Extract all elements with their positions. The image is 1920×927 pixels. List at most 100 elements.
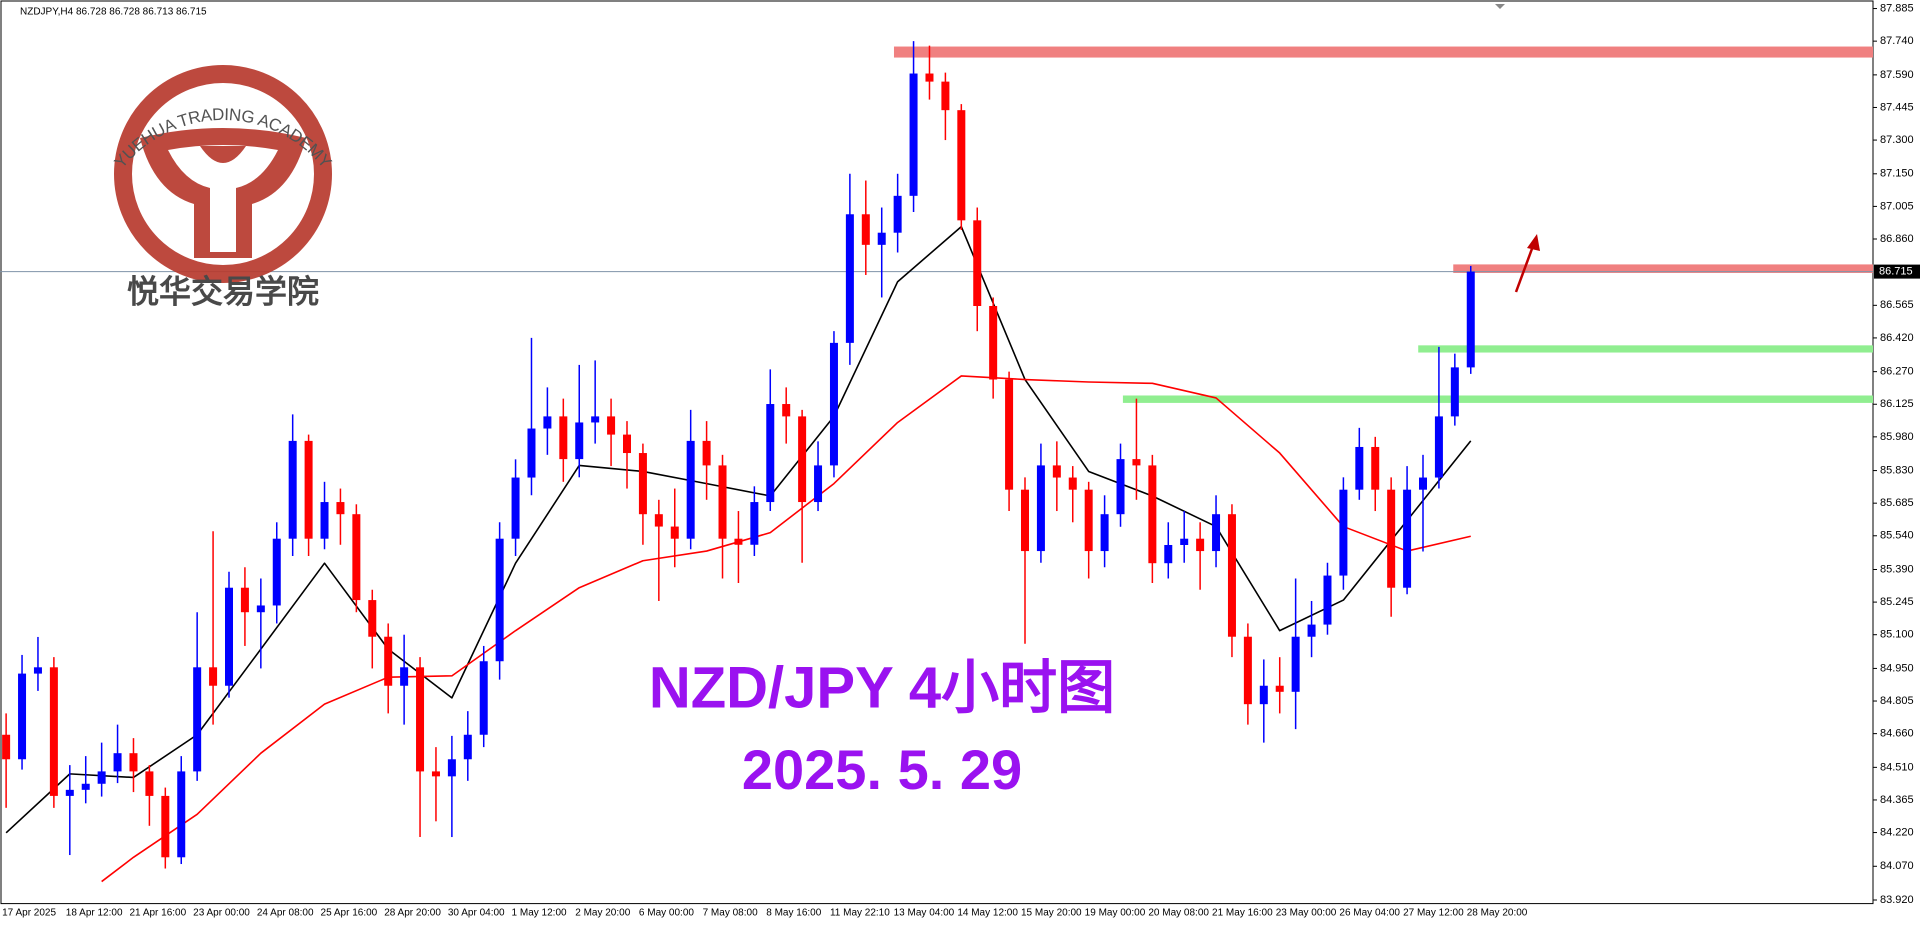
candle-body bbox=[1371, 446, 1380, 490]
current-price-label: 86.715 bbox=[1879, 266, 1913, 278]
candle-body bbox=[400, 667, 409, 686]
candle-body bbox=[2, 734, 11, 760]
y-tick-label: 86.860 bbox=[1880, 233, 1914, 245]
y-tick-label: 87.590 bbox=[1880, 69, 1914, 81]
y-tick-label: 85.685 bbox=[1880, 497, 1914, 509]
candle-body bbox=[463, 734, 472, 760]
candle-body bbox=[861, 214, 870, 245]
logo-chinese: 悦华交易学院 bbox=[127, 273, 319, 309]
logo-ring bbox=[114, 65, 332, 283]
chart-subtitle: 2025. 5. 29 bbox=[742, 738, 1022, 801]
candle-body bbox=[1259, 685, 1268, 705]
y-tick-label: 86.420 bbox=[1880, 332, 1914, 344]
candle-body bbox=[1307, 624, 1316, 637]
x-tick-label: 7 May 08:00 bbox=[703, 908, 758, 919]
candle-body bbox=[161, 795, 170, 858]
candle-body bbox=[352, 514, 361, 601]
x-tick-label: 20 May 08:00 bbox=[1148, 908, 1209, 919]
candle-body bbox=[1132, 459, 1141, 466]
x-tick-label: 23 May 00:00 bbox=[1276, 908, 1337, 919]
shift-marker bbox=[1495, 4, 1505, 9]
candle-body bbox=[145, 771, 154, 796]
candle-body bbox=[654, 514, 663, 527]
candle-body bbox=[734, 538, 743, 545]
candle-body bbox=[1180, 538, 1189, 545]
x-tick-label: 14 May 12:00 bbox=[957, 908, 1018, 919]
y-tick-label: 87.445 bbox=[1880, 101, 1914, 113]
candle-body bbox=[607, 416, 616, 435]
candle-body bbox=[1434, 416, 1443, 478]
x-tick-label: 28 May 20:00 bbox=[1467, 908, 1528, 919]
x-tick-label: 6 May 00:00 bbox=[639, 908, 694, 919]
candle-body bbox=[431, 771, 440, 777]
candle-body bbox=[527, 428, 536, 478]
candle-body bbox=[623, 434, 631, 454]
candle-body bbox=[829, 342, 838, 466]
candle-body bbox=[1100, 514, 1109, 552]
candle-body bbox=[718, 465, 727, 539]
candle-body bbox=[957, 110, 966, 221]
y-tick-label: 84.510 bbox=[1880, 761, 1914, 773]
y-tick-label: 87.885 bbox=[1880, 2, 1914, 14]
y-tick-label: 85.100 bbox=[1880, 629, 1914, 641]
zone bbox=[1453, 264, 1873, 273]
candle-body bbox=[543, 416, 552, 429]
candle-body bbox=[1052, 465, 1061, 478]
candle-body bbox=[1148, 465, 1157, 564]
x-tick-label: 17 Apr 2025 bbox=[2, 908, 56, 919]
candle-body bbox=[798, 416, 807, 503]
candle-body bbox=[1068, 477, 1077, 490]
candle-body bbox=[638, 453, 647, 515]
candle-body bbox=[1164, 544, 1173, 564]
x-tick-label: 21 May 16:00 bbox=[1212, 908, 1273, 919]
candle-body bbox=[256, 605, 265, 613]
x-tick-label: 23 Apr 00:00 bbox=[193, 908, 250, 919]
candle-body bbox=[877, 232, 886, 245]
y-tick-label: 84.365 bbox=[1880, 794, 1914, 806]
candle-body bbox=[575, 422, 584, 460]
candle-body bbox=[1021, 489, 1029, 552]
candle-body bbox=[591, 416, 600, 423]
candle-body bbox=[97, 771, 106, 784]
logo: YUEHUA TRADING ACADEMY 悦华交易学院 bbox=[111, 65, 335, 309]
candle-body bbox=[1403, 489, 1412, 588]
y-tick-label: 83.920 bbox=[1880, 894, 1914, 906]
candle-body bbox=[225, 587, 233, 686]
y-tick-label: 85.390 bbox=[1880, 563, 1914, 575]
x-tick-label: 1 May 12:00 bbox=[512, 908, 567, 919]
candle-body bbox=[65, 789, 74, 796]
candle-body bbox=[1355, 446, 1364, 490]
candle-body bbox=[782, 404, 791, 417]
symbol-info: NZDJPY,H4 86.728 86.728 86.713 86.715 bbox=[20, 7, 207, 18]
y-tick-label: 87.300 bbox=[1880, 134, 1914, 146]
candle-body bbox=[845, 214, 854, 343]
candle-body bbox=[416, 667, 425, 772]
x-tick-label: 18 Apr 12:00 bbox=[66, 908, 123, 919]
candle-body bbox=[384, 636, 393, 686]
candle-body bbox=[447, 759, 456, 777]
y-tick-label: 84.805 bbox=[1880, 695, 1914, 707]
candle-body bbox=[33, 667, 42, 674]
y-tick-label: 84.220 bbox=[1880, 826, 1914, 838]
candle-body bbox=[511, 477, 520, 539]
candles bbox=[2, 41, 1475, 869]
y-tick-label: 86.125 bbox=[1880, 398, 1914, 410]
x-tick-label: 19 May 00:00 bbox=[1085, 908, 1146, 919]
x-tick-label: 25 Apr 16:00 bbox=[321, 908, 378, 919]
candle-body bbox=[479, 661, 488, 735]
candle-body bbox=[113, 753, 122, 772]
x-tick-label: 24 Apr 08:00 bbox=[257, 908, 314, 919]
current-price-box bbox=[1874, 264, 1920, 279]
candle-body bbox=[1466, 271, 1475, 368]
x-tick-label: 30 Apr 04:00 bbox=[448, 908, 505, 919]
candle-body bbox=[129, 753, 138, 772]
y-tick-label: 85.245 bbox=[1880, 596, 1914, 608]
candle-body bbox=[1419, 477, 1427, 490]
candle-body bbox=[495, 538, 504, 662]
zone bbox=[893, 46, 1873, 58]
y-tick-label: 84.950 bbox=[1880, 662, 1914, 674]
candle-body bbox=[368, 600, 377, 637]
candle-body bbox=[909, 73, 918, 196]
